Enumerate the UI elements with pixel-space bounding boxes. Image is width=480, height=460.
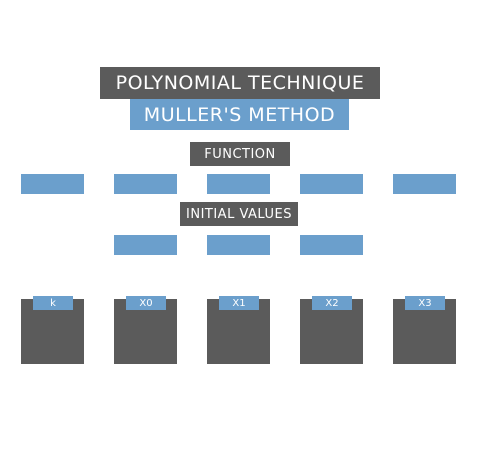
column-header-x3: X3 bbox=[405, 296, 445, 310]
initial-values-label: INITIAL VALUES bbox=[180, 202, 298, 226]
function-coefficient-input-4[interactable] bbox=[300, 174, 363, 194]
column-header-x1: X1 bbox=[219, 296, 259, 310]
initial-value-input-x2[interactable] bbox=[300, 235, 363, 255]
column-header-x0: X0 bbox=[126, 296, 166, 310]
initial-value-input-x1[interactable] bbox=[207, 235, 270, 255]
initial-value-input-x0[interactable] bbox=[114, 235, 177, 255]
method-subtitle: MULLER'S METHOD bbox=[130, 99, 349, 130]
column-header-k: k bbox=[33, 296, 73, 310]
column-header-x2: X2 bbox=[312, 296, 352, 310]
function-coefficient-input-5[interactable] bbox=[393, 174, 456, 194]
function-coefficient-input-2[interactable] bbox=[114, 174, 177, 194]
function-coefficient-input-3[interactable] bbox=[207, 174, 270, 194]
function-label: FUNCTION bbox=[190, 142, 290, 166]
function-coefficient-input-1[interactable] bbox=[21, 174, 84, 194]
app-title: POLYNOMIAL TECHNIQUE bbox=[100, 67, 380, 99]
